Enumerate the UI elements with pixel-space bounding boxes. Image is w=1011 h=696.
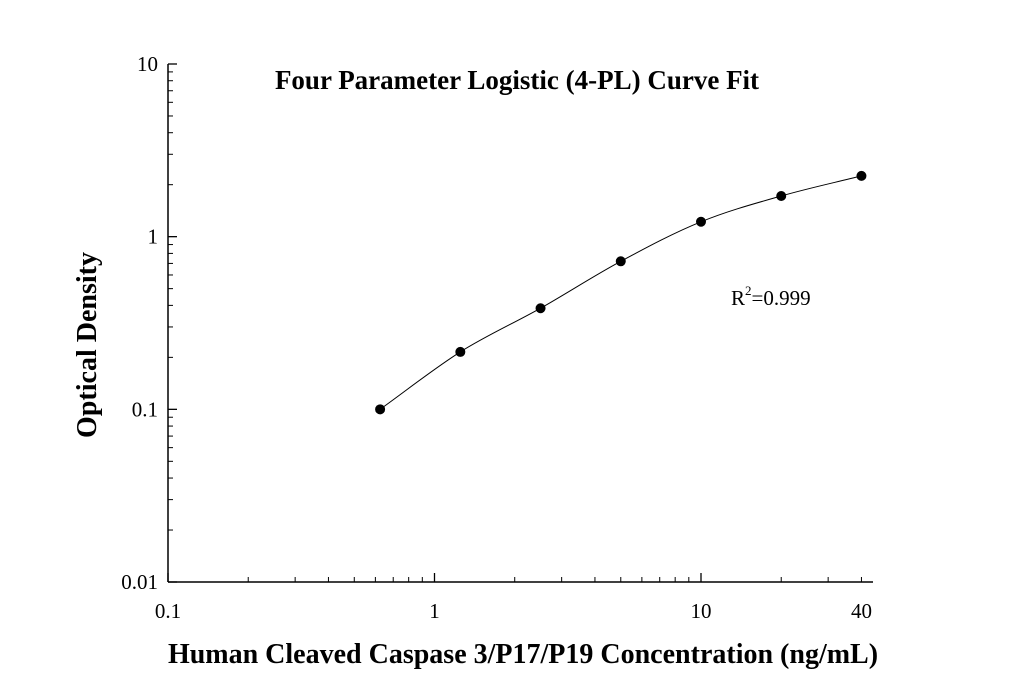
x-tick-label: 1 [429,599,440,623]
y-tick-label: 10 [137,52,158,76]
x-axis-title: Human Cleaved Caspase 3/P17/P19 Concentr… [168,639,878,670]
data-point [615,256,626,267]
data-point [535,303,546,314]
y-tick-label: 1 [148,225,159,249]
x-axis: 0.1 1 10 40 Human Cleaved Caspase 3/P17/P19… [155,573,878,670]
r-squared-value: =0.999 [752,286,811,310]
r-squared-annotation: R2=0.999 [731,283,811,310]
y-axis: 0.01 0.1 1 10 Optical Density [72,52,177,594]
chart-title: Four Parameter Logistic (4-PL) Curve Fit [275,65,759,95]
data-point [856,170,867,181]
r-squared-symbol: R [731,286,745,310]
data-point [696,216,706,227]
data-point [776,190,787,201]
y-tick-label: 0.1 [132,397,158,421]
data-points [375,170,867,415]
x-tick-label: 0.1 [155,599,181,623]
y-tick-label: 0.01 [121,570,158,594]
x-tick-label: 10 [691,599,712,623]
x-tick-label: 40 [851,599,872,623]
data-point [455,346,466,357]
r-squared-exponent: 2 [745,283,752,298]
data-point [375,404,386,415]
y-axis-title: Optical Density [72,252,103,438]
